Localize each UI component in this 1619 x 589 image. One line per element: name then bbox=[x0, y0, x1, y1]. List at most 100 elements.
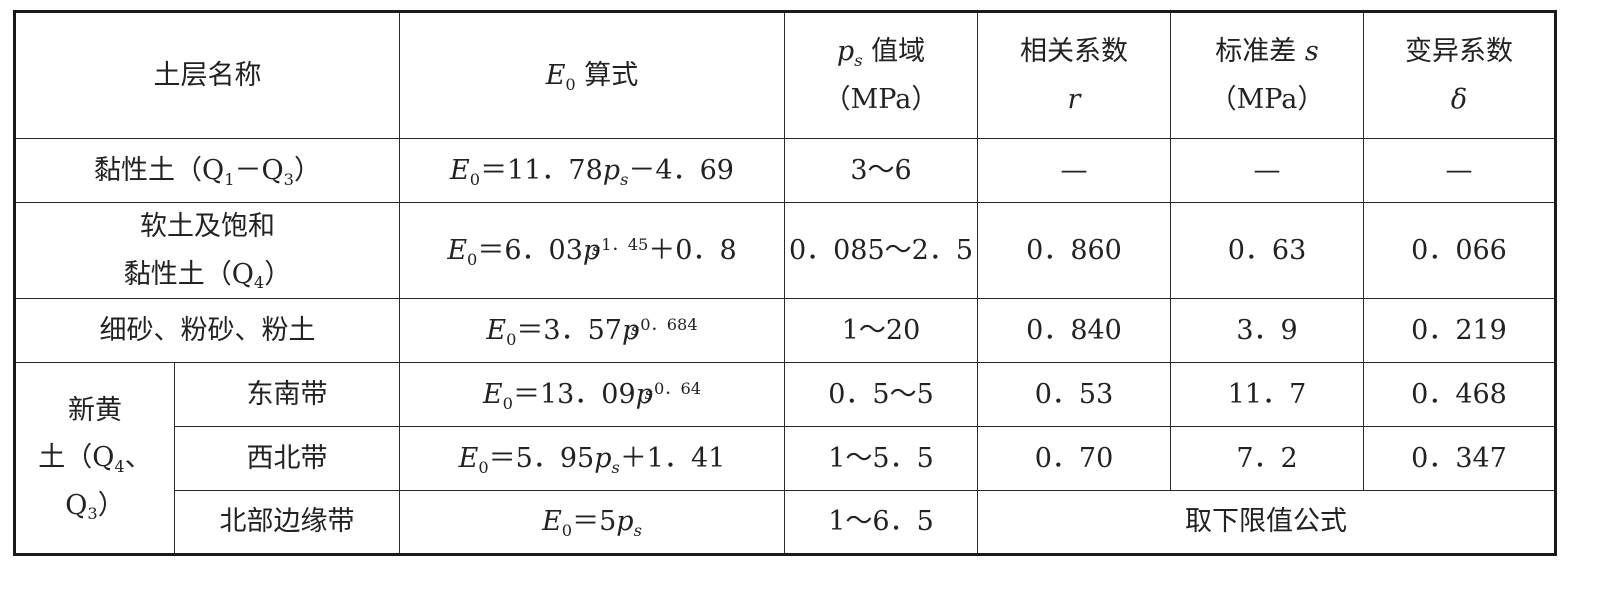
corr-cell: — bbox=[977, 138, 1171, 203]
formula-p-sub: s bbox=[611, 457, 620, 477]
header-std-symbol: s bbox=[1304, 36, 1319, 68]
header-corr-text: 相关系数 bbox=[1020, 36, 1128, 68]
ps-range-cell: 1～20 bbox=[784, 298, 978, 363]
header-ps-range: ps 值域 （MPa） bbox=[784, 11, 978, 139]
loess-group-subscript: 3 bbox=[87, 504, 98, 524]
formula-cell: E0＝3．57p s 0．684 bbox=[399, 298, 785, 363]
header-ps-unit: （MPa） bbox=[823, 83, 939, 115]
header-p-symbol: p bbox=[836, 36, 855, 68]
header-row: 土层名称 E0 算式 ps 值域 （MPa） 相关系数 r 标准差 s （MPa… bbox=[14, 11, 1556, 139]
formula-exponent: 0．684 bbox=[640, 314, 698, 334]
soil-name-part: －Q bbox=[234, 154, 284, 186]
formula-e: E bbox=[482, 378, 503, 410]
formula-e-sub: 0 bbox=[561, 521, 573, 541]
formula-e: E bbox=[486, 314, 507, 346]
std-cell: 11．7 bbox=[1170, 362, 1364, 427]
formula-cell: E0＝6．03p s 1．45＋0．8 bbox=[399, 202, 785, 299]
header-ps-line1: ps 值域 bbox=[785, 28, 977, 75]
header-soil-name: 土层名称 bbox=[14, 11, 400, 139]
formula-p: p bbox=[635, 378, 653, 410]
formula-p: p bbox=[616, 506, 634, 538]
table-row: 北部边缘带 E0＝5ps 1～6．5 取下限值公式 bbox=[15, 490, 1556, 555]
formula-p-sub: s bbox=[630, 320, 640, 340]
formula-cell: E0＝5．95ps＋1．41 bbox=[399, 426, 785, 491]
formula-e-sub: 0 bbox=[467, 249, 478, 269]
loess-zone-cell: 西北带 bbox=[174, 426, 400, 491]
header-e-symbol: E bbox=[545, 59, 566, 91]
table-row: 细砂、粉砂、粉土 E0＝3．57p s 0．684 1～20 0．840 3．9 0… bbox=[14, 298, 1556, 363]
std-cell: 3．9 bbox=[1170, 298, 1364, 363]
cv-cell: 0．468 bbox=[1363, 362, 1556, 427]
soil-name-part: ） bbox=[293, 154, 321, 186]
std-cell: 0．63 bbox=[1170, 202, 1364, 299]
formula-coef: ＝5．95 bbox=[488, 442, 595, 474]
formula-e: E bbox=[458, 442, 479, 474]
ps-range-cell: 1～5．5 bbox=[784, 426, 978, 491]
soil-name-part: ） bbox=[264, 258, 292, 290]
table-row: 软土及饱和 黏性土（Q4） E0＝6．03p s 1．45＋0．8 0．085～2．… bbox=[14, 202, 1556, 299]
formula-p-power: p s 1．45 bbox=[583, 227, 648, 274]
header-cv-text: 变异系数 bbox=[1405, 36, 1513, 68]
formula-coef: ＝3．57 bbox=[516, 314, 622, 346]
soil-name-line2: 黏性土（Q4） bbox=[16, 251, 399, 298]
corr-cell: 0．860 bbox=[977, 202, 1171, 299]
formula-exponent: 1．45 bbox=[601, 234, 649, 254]
table-row: 西北带 E0＝5．95ps＋1．41 1～5．5 0．70 7．2 0．347 bbox=[15, 426, 1556, 491]
soil-name-cell: 黏性土（Q1－Q3） bbox=[14, 138, 400, 203]
formula-cell: E0＝5ps bbox=[399, 490, 785, 555]
loess-group-subscript: 4 bbox=[114, 457, 125, 477]
corr-cell: 0．840 bbox=[977, 298, 1171, 363]
soil-name-subscript: 1 bbox=[224, 169, 235, 189]
loess-zone-cell: 东南带 bbox=[174, 362, 400, 427]
soil-name-cell: 细砂、粉砂、粉土 bbox=[14, 298, 400, 363]
ps-range-cell: 3～6 bbox=[784, 138, 978, 203]
header-cv: 变异系数 δ bbox=[1363, 11, 1556, 139]
formula-p-sub: s bbox=[633, 521, 642, 541]
ps-range-cell: 1～6．5 bbox=[784, 490, 978, 555]
formula-e-sub: 0 bbox=[469, 169, 481, 189]
header-std-line1: 标准差 s bbox=[1171, 28, 1363, 75]
formula-cell: E0＝11．78ps－4．69 bbox=[399, 138, 785, 203]
header-e0-formula: E0 算式 bbox=[399, 11, 785, 139]
soil-name-line1: 软土及饱和 bbox=[140, 211, 275, 243]
soil-name-subscript: 3 bbox=[283, 169, 294, 189]
cv-cell: 0．066 bbox=[1363, 202, 1556, 299]
formula-cell: E0＝13．09p s 0．64 bbox=[399, 362, 785, 427]
formula-coef: ＝13．09 bbox=[512, 378, 636, 410]
loess-group-line3: Q3） bbox=[16, 482, 174, 529]
std-cell: 7．2 bbox=[1170, 426, 1364, 491]
loess-group-cell: 新黄 土（Q4、 Q3） bbox=[14, 362, 175, 555]
formula-e-sub: 0 bbox=[506, 329, 517, 349]
loess-group-part: Q bbox=[65, 489, 88, 521]
corr-cell: 0．70 bbox=[977, 426, 1171, 491]
table-row: 新黄 土（Q4、 Q3） 东南带 E0＝13．09p s 0．64 0．5～5 0．… bbox=[14, 362, 1556, 555]
formula-e: E bbox=[450, 154, 470, 186]
header-ps-suffix: 值域 bbox=[862, 36, 926, 68]
header-soil-name-text: 土层名称 bbox=[153, 59, 262, 91]
formula-p-sub: s bbox=[644, 384, 653, 404]
formula-coef: ＝11．78 bbox=[480, 154, 603, 186]
header-std-text: 标准差 bbox=[1215, 36, 1305, 68]
formula-p-power: p s 0．684 bbox=[622, 307, 698, 354]
formula-e-sub: 0 bbox=[502, 393, 513, 413]
std-cell: — bbox=[1170, 138, 1364, 203]
loess-group-part: 土（Q bbox=[38, 442, 115, 474]
loess-group-line2: 土（Q4、 bbox=[16, 434, 174, 481]
soil-modulus-table: 土层名称 E0 算式 ps 值域 （MPa） 相关系数 r 标准差 s （MPa… bbox=[13, 10, 1557, 556]
header-std: 标准差 s （MPa） bbox=[1170, 11, 1364, 139]
formula-e: E bbox=[542, 506, 562, 538]
cv-cell: — bbox=[1363, 138, 1556, 203]
ps-range-cell: 0．085～2．5 bbox=[784, 202, 978, 299]
loess-zone-cell: 北部边缘带 bbox=[174, 490, 400, 555]
formula-e-sub: 0 bbox=[478, 457, 489, 477]
header-corr-symbol: r bbox=[1067, 83, 1081, 115]
ps-range-cell: 0．5～5 bbox=[784, 362, 978, 427]
formula-p: p bbox=[594, 442, 612, 474]
formula-p: p bbox=[582, 234, 601, 266]
formula-p-sub: s bbox=[591, 240, 601, 260]
cv-cell: 0．347 bbox=[1363, 426, 1556, 491]
cv-cell: 0．219 bbox=[1363, 298, 1556, 363]
soil-name-part: 黏性土（Q bbox=[123, 258, 254, 290]
formula-coef: ＝6．03 bbox=[477, 234, 583, 266]
corr-cell: 0．53 bbox=[977, 362, 1171, 427]
